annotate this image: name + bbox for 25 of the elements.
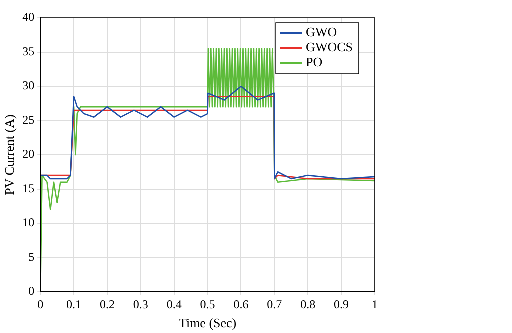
y-tick-label: 10	[22, 216, 35, 230]
x-axis-title: Time (Sec)	[178, 316, 237, 331]
x-tick-label: 1	[372, 297, 378, 312]
x-tick-label: 0.1	[66, 297, 82, 312]
x-tick-label: 0.5	[200, 297, 216, 312]
legend-label: GWOCS	[306, 39, 354, 54]
y-tick-label: 30	[22, 78, 35, 93]
y-axis-title: PV Current (A)	[2, 114, 18, 196]
x-tick-label: 0.9	[334, 297, 350, 312]
y-tick-label: 20	[22, 147, 35, 162]
y-tick-label: 15	[22, 181, 35, 196]
legend-label: PO	[306, 54, 323, 70]
legend-label: GWO	[306, 24, 338, 40]
x-tick-label: 0	[38, 297, 44, 312]
x-tick-label: 0.4	[166, 297, 182, 312]
x-tick-label: 0.2	[100, 297, 115, 312]
y-tick-label: 35	[22, 44, 35, 58]
x-tick-label: 0.8	[300, 297, 316, 312]
x-tick-label: 0.3	[133, 297, 148, 312]
y-tick-label: 25	[22, 112, 35, 127]
x-tick-label: 0.7	[267, 297, 282, 312]
y-tick-label: 5	[28, 250, 35, 264]
y-tick-label: 40	[22, 10, 35, 24]
x-tick-label: 0.6	[234, 297, 249, 312]
y-tick-label: 0	[28, 284, 35, 298]
